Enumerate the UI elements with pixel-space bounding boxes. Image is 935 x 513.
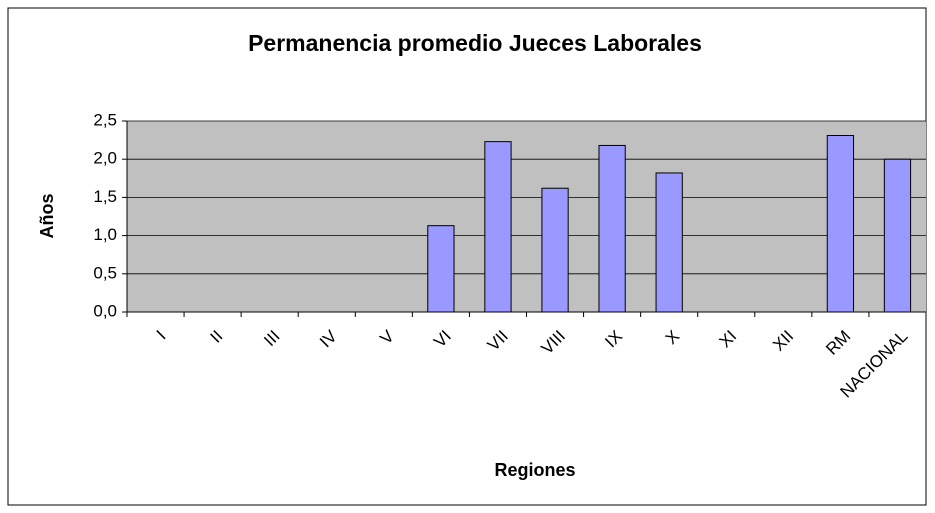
y-axis-label: Años bbox=[37, 194, 57, 239]
y-tick-label: 1,5 bbox=[93, 187, 117, 206]
y-tick-label: 1,0 bbox=[93, 225, 117, 244]
bar bbox=[427, 225, 455, 313]
y-tick-label: 2,0 bbox=[93, 149, 117, 168]
bar bbox=[484, 141, 512, 313]
plot-area bbox=[127, 121, 926, 312]
bar bbox=[883, 158, 912, 313]
y-tick-label: 2,5 bbox=[93, 110, 117, 129]
chart-title: Permanencia promedio Jueces Laborales bbox=[248, 30, 702, 56]
x-axis-label: Regiones bbox=[494, 460, 575, 480]
bar bbox=[826, 135, 855, 313]
bar bbox=[541, 187, 569, 313]
bar bbox=[655, 172, 683, 313]
y-tick-label: 0,5 bbox=[93, 263, 117, 282]
bar bbox=[598, 144, 626, 313]
y-tick-label: 0,0 bbox=[93, 301, 117, 320]
